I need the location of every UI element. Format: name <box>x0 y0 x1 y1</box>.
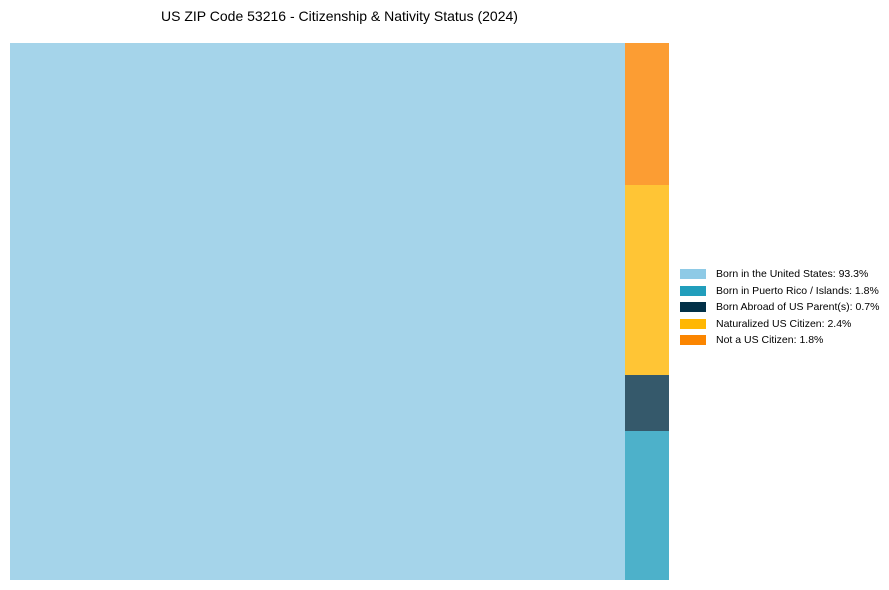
legend-item: Born in Puerto Rico / Islands: 1.8% <box>680 283 879 300</box>
legend-label: Not a US Citizen: 1.8% <box>716 334 824 347</box>
legend-swatch <box>680 285 706 296</box>
tile-not-us-citizen <box>625 43 669 185</box>
tile-born-abroad <box>625 375 669 431</box>
chart-title: US ZIP Code 53216 - Citizenship & Nativi… <box>161 8 518 24</box>
legend-swatch <box>680 318 706 329</box>
legend-item: Born Abroad of US Parent(s): 0.7% <box>680 299 879 316</box>
legend-item: Born in the United States: 93.3% <box>680 266 879 283</box>
legend-label: Born in Puerto Rico / Islands: 1.8% <box>716 284 879 297</box>
tile-puerto-rico <box>625 431 669 580</box>
legend-label: Born in the United States: 93.3% <box>716 268 869 281</box>
legend-swatch <box>680 335 706 346</box>
tile-naturalized <box>625 185 669 375</box>
legend-label: Naturalized US Citizen: 2.4% <box>716 317 852 330</box>
legend-swatch <box>680 302 706 313</box>
legend: Born in the United States: 93.3% Born in… <box>680 266 879 349</box>
legend-item: Not a US Citizen: 1.8% <box>680 332 879 349</box>
tile-born-in-us <box>10 43 625 580</box>
legend-swatch <box>680 269 706 280</box>
legend-item: Naturalized US Citizen: 2.4% <box>680 316 879 333</box>
legend-label: Born Abroad of US Parent(s): 0.7% <box>716 301 880 314</box>
